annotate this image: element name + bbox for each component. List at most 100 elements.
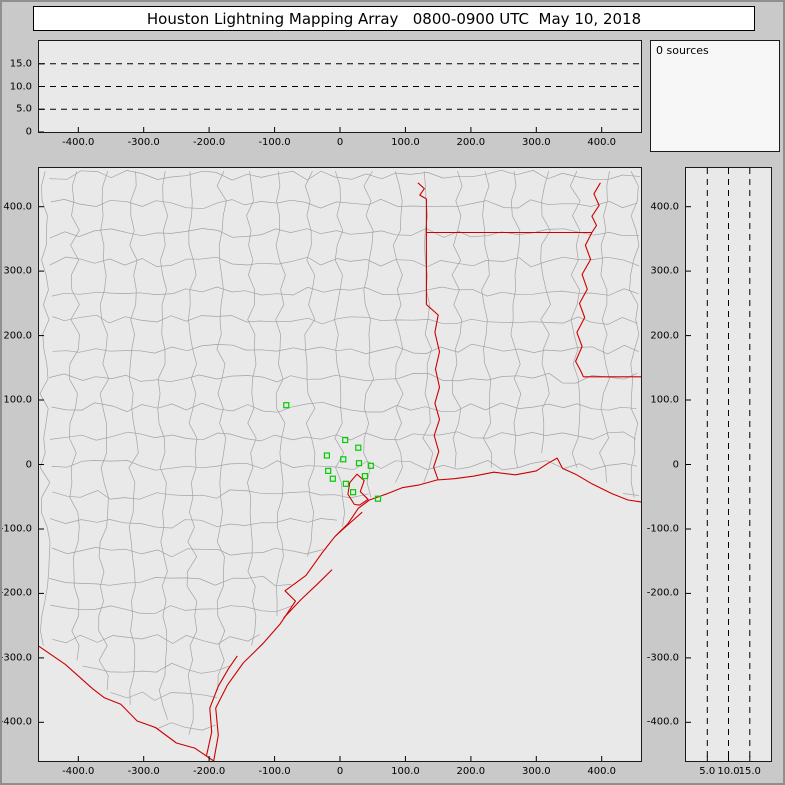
county-boundary xyxy=(157,171,169,720)
map-plot xyxy=(39,169,641,761)
county-boundary xyxy=(481,171,492,468)
map-x-axis: -400.0 -300.0 -200.0 -100.0 0 100.0 200.0 300.0… xyxy=(38,765,650,779)
red-river-corner-line xyxy=(417,182,427,200)
county-boundary xyxy=(51,286,639,297)
county-boundary xyxy=(52,314,638,325)
axis-tick-label: 100.0 xyxy=(391,766,420,777)
sabine-river-line xyxy=(426,304,441,481)
axis-tick-label: 100.0 xyxy=(3,394,32,406)
axis-tick-label: 10.0 xyxy=(9,81,32,92)
axis-tick-label: 15.0 xyxy=(9,58,32,70)
county-boundary xyxy=(50,604,293,615)
county-boundary xyxy=(275,171,286,617)
axis-tick-label: 15.0 xyxy=(738,766,761,777)
county-boundary xyxy=(392,171,404,483)
axis-tick-label: -300.0 xyxy=(0,652,32,664)
county-boundary xyxy=(49,518,337,529)
title-bar: Houston Lightning Mapping Array 0800-090… xyxy=(33,6,755,31)
lma-station-marker xyxy=(342,480,349,487)
county-boundary xyxy=(49,372,638,384)
source-count-panel[interactable]: 0 sources xyxy=(650,40,780,152)
axis-tick-label: -300.0 xyxy=(127,766,160,777)
lma-station-marker xyxy=(361,473,368,480)
county-boundary xyxy=(623,493,639,496)
axis-tick-label: -100.0 xyxy=(0,523,32,535)
county-boundary xyxy=(540,171,551,453)
county-boundary xyxy=(49,169,640,181)
lma-station-marker xyxy=(323,452,330,459)
axis-tick-label: 400.0 xyxy=(3,201,32,213)
axis-tick-label: -100.0 xyxy=(258,137,291,148)
county-boundary xyxy=(98,171,110,691)
altitude-ns-y-axis: 400.0 300.0 200.0 100.0 0 -100.0 -200.0 -300.0 -… xyxy=(646,167,682,765)
altitude-ew-plot xyxy=(39,63,641,132)
axis-tick-label: -300.0 xyxy=(646,652,679,664)
axis-tick-label: -200.0 xyxy=(0,587,32,599)
lma-station-marker xyxy=(350,489,357,496)
axis-tick-label: 5.0 xyxy=(16,103,32,115)
altitude-ew-x-axis: -400.0 -300.0 -200.0 -100.0 0 100.0 200.0 300.0… xyxy=(38,136,650,150)
galveston-bay-line xyxy=(347,473,369,506)
axis-tick-label: 100.0 xyxy=(650,394,679,406)
axis-tick-label: -100.0 xyxy=(258,766,291,777)
axis-tick-label: -300.0 xyxy=(127,137,160,148)
county-boundary xyxy=(216,171,227,691)
county-boundary xyxy=(82,662,230,674)
axis-tick-label: 0 xyxy=(336,766,344,777)
altitude-ns-x-axis: 5.0 10.0 15.0 xyxy=(685,765,781,779)
matagorda-island-line xyxy=(283,569,333,619)
axis-tick-label: 300.0 xyxy=(650,265,679,277)
coast-line xyxy=(213,457,641,761)
source-count-label: 0 sources xyxy=(656,44,709,57)
padre-island-line xyxy=(205,655,238,756)
mississippi-river-line xyxy=(575,182,601,378)
axis-tick-label: -100.0 xyxy=(646,523,679,535)
county-boundary xyxy=(49,256,640,268)
axis-tick-label: 0 xyxy=(25,126,32,138)
county-boundary xyxy=(334,171,345,528)
axis-tick-label: 200.0 xyxy=(3,330,32,342)
axis-tick-label: 0 xyxy=(25,459,32,470)
axis-tick-label: -400.0 xyxy=(646,716,679,728)
axis-tick-label: -400.0 xyxy=(62,137,95,148)
axis-tick-label: 300.0 xyxy=(521,766,551,777)
county-boundary xyxy=(629,171,640,498)
county-boundary xyxy=(599,171,610,483)
axis-tick-label: 0 xyxy=(672,459,679,470)
altitude-ns-plot xyxy=(686,168,751,761)
map-panel[interactable] xyxy=(38,167,642,762)
county-boundary xyxy=(49,228,640,239)
axis-tick-label: -200.0 xyxy=(193,137,226,148)
axis-tick-label: 300.0 xyxy=(521,137,551,148)
county-boundary xyxy=(51,460,638,471)
county-boundary xyxy=(52,343,639,355)
lma-station-marker xyxy=(283,402,290,409)
galveston-island-line xyxy=(335,511,363,536)
lma-station-marker xyxy=(374,495,382,502)
lma-station-marker xyxy=(325,467,332,474)
altitude-ew-panel[interactable] xyxy=(38,40,642,133)
county-boundary xyxy=(52,634,260,645)
county-boundary xyxy=(510,171,522,468)
axis-tick-label: -400.0 xyxy=(62,766,95,777)
county-boundary xyxy=(186,171,198,735)
axis-tick-label: 400.0 xyxy=(587,137,617,148)
axis-tick-label: 200.0 xyxy=(456,137,486,148)
county-boundary xyxy=(51,401,637,413)
axis-tick-label: 10.0 xyxy=(717,766,740,777)
axis-tick-label: 200.0 xyxy=(650,330,679,342)
axis-tick-label: 400.0 xyxy=(587,766,617,777)
county-boundary xyxy=(39,171,51,646)
altitude-ns-panel[interactable] xyxy=(685,167,772,762)
county-boundary xyxy=(246,171,257,646)
axis-tick-label: 5.0 xyxy=(699,766,716,777)
axis-tick-label: 200.0 xyxy=(456,766,486,777)
axis-tick-label: 300.0 xyxy=(3,265,32,277)
window-title: Houston Lightning Mapping Array 0800-090… xyxy=(146,9,642,28)
county-boundary xyxy=(68,171,80,661)
lma-station-marker xyxy=(367,462,374,469)
county-boundary xyxy=(363,171,375,498)
lma-station-marker xyxy=(355,460,363,467)
axis-tick-label: -200.0 xyxy=(646,587,679,599)
